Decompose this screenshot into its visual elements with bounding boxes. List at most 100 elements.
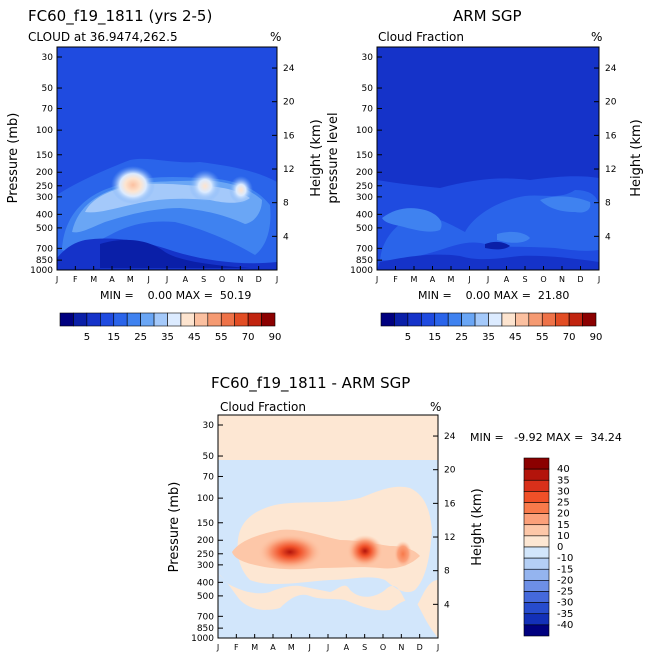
month-tick-label: J bbox=[55, 275, 58, 284]
y-axis-label-right: Height (km) bbox=[309, 119, 324, 196]
colorbar-label: 90 bbox=[590, 332, 603, 343]
colorbar-swatch bbox=[523, 546, 550, 559]
colorbar-label: 25 bbox=[455, 332, 468, 343]
height-tick-label: 8 bbox=[283, 199, 289, 209]
month-tick-label: S bbox=[362, 643, 367, 652]
colorbar-swatch bbox=[523, 468, 550, 481]
pressure-tick-label: 1000 bbox=[30, 266, 53, 276]
month-tick-label: O bbox=[540, 275, 546, 284]
month-tick-label: F bbox=[234, 643, 239, 652]
pressure-tick-label: 300 bbox=[356, 193, 373, 203]
month-tick-label: M bbox=[288, 643, 295, 652]
month-tick-label: J bbox=[375, 275, 378, 284]
month-tick-label: A bbox=[504, 275, 510, 284]
colorbar: 5 15 25 35 45 55 70 90 bbox=[59, 312, 281, 343]
colorbar-swatch bbox=[523, 524, 550, 537]
pressure-tick-label: 150 bbox=[356, 151, 373, 161]
pressure-tick-label: 500 bbox=[197, 592, 214, 602]
pressure-tick-label: 250 bbox=[36, 182, 53, 192]
field-contour-15a bbox=[382, 208, 442, 232]
colorbar-swatch bbox=[474, 312, 489, 327]
height-axis: 24 20 16 12 8 4 bbox=[433, 432, 456, 610]
height-tick-label: 16 bbox=[283, 131, 295, 141]
pressure-tick-label: 200 bbox=[36, 168, 53, 178]
colorbar-swatch bbox=[523, 491, 550, 503]
colorbar-swatch bbox=[113, 312, 128, 327]
stats-text: MIN = 0.00 MAX = 21.80 bbox=[418, 289, 569, 302]
stats-text: MIN = -9.92 MAX = 34.24 bbox=[470, 431, 622, 444]
colorbar-swatch bbox=[501, 312, 516, 327]
month-tick-label: M bbox=[448, 275, 455, 284]
colorbar-swatch bbox=[523, 568, 550, 581]
colorbar-label: -10 bbox=[557, 553, 573, 564]
month-tick-label: A bbox=[430, 275, 436, 284]
colorbar-swatch bbox=[180, 312, 195, 327]
colorbar-swatch bbox=[528, 312, 543, 327]
colorbar: 5 15 25 35 45 55 70 90 bbox=[380, 312, 603, 343]
colorbar-label: 70 bbox=[242, 332, 255, 343]
month-tick-label: D bbox=[417, 643, 423, 652]
colorbar-label: 55 bbox=[536, 332, 549, 343]
month-tick-label: D bbox=[577, 275, 583, 284]
height-tick-label: 24 bbox=[283, 64, 295, 74]
colorbar-swatch bbox=[523, 580, 550, 592]
height-tick-label: 8 bbox=[605, 199, 611, 209]
colorbar-label: 5 bbox=[84, 332, 90, 343]
panel-model-unit: % bbox=[270, 30, 281, 44]
month-tick-label: J bbox=[307, 643, 310, 652]
month-tick-label: S bbox=[522, 275, 527, 284]
field-peak-sep bbox=[189, 170, 221, 202]
stats-text: MIN = 0.00 MAX = 50.19 bbox=[100, 289, 251, 302]
month-tick-label: J bbox=[486, 275, 489, 284]
colorbar-swatch bbox=[126, 312, 141, 327]
month-tick-label: N bbox=[559, 275, 565, 284]
month-tick-label: N bbox=[237, 275, 243, 284]
y-axis-label: Pressure (mb) bbox=[167, 482, 182, 573]
panel-obs-unit: % bbox=[591, 30, 602, 44]
colorbar-swatch bbox=[523, 591, 550, 603]
colorbar-swatch bbox=[523, 602, 550, 615]
month-tick-label: S bbox=[201, 275, 206, 284]
colorbar-swatch bbox=[86, 312, 101, 327]
pressure-tick-label: 400 bbox=[356, 210, 373, 220]
colorbar-label: 25 bbox=[134, 332, 147, 343]
colorbar-swatch bbox=[153, 312, 168, 327]
colorbar-label: 40 bbox=[557, 464, 570, 475]
pressure-tick-label: 500 bbox=[36, 224, 53, 234]
colorbar-label: -20 bbox=[557, 575, 573, 586]
pressure-tick-label: 200 bbox=[356, 168, 373, 178]
colorbar-swatch bbox=[247, 312, 262, 327]
y-axis-label: Pressure (mb) bbox=[6, 113, 21, 204]
height-tick-label: 4 bbox=[444, 600, 450, 610]
field-contour-15c bbox=[497, 231, 530, 243]
pressure-tick-label: 300 bbox=[197, 561, 214, 571]
colorbar-swatch bbox=[555, 312, 570, 327]
month-tick-label: M bbox=[127, 275, 134, 284]
panel-obs-title: ARM SGP bbox=[453, 7, 522, 25]
colorbar-label: 30 bbox=[557, 486, 570, 497]
month-tick-label: F bbox=[393, 275, 398, 284]
colorbar-swatch bbox=[582, 312, 597, 327]
field-peak-may bbox=[111, 166, 155, 204]
height-tick-label: 16 bbox=[444, 499, 456, 509]
month-tick-label: O bbox=[380, 643, 386, 652]
pressure-tick-label: 850 bbox=[36, 256, 53, 266]
panel-diff: FC60_f19_1811 - ARM SGP Cloud Fraction %… bbox=[167, 374, 622, 652]
colorbar-label: -25 bbox=[557, 587, 573, 598]
pressure-tick-label: 100 bbox=[36, 126, 53, 136]
colorbar-swatch bbox=[515, 312, 530, 327]
month-tick-label: M bbox=[251, 643, 258, 652]
height-tick-label: 16 bbox=[605, 131, 617, 141]
pressure-tick-label: 50 bbox=[42, 84, 54, 94]
panel-obs: ARM SGP Cloud Fraction % 30 50 70 100 150 200… bbox=[326, 7, 644, 343]
colorbar-swatch bbox=[194, 312, 209, 327]
colorbar-swatch bbox=[488, 312, 503, 327]
colorbar-swatch bbox=[447, 312, 462, 327]
colorbar-swatch bbox=[100, 312, 115, 327]
colorbar-swatch bbox=[523, 613, 550, 626]
panel-obs-subtitle: Cloud Fraction bbox=[378, 30, 464, 44]
colorbar-swatch bbox=[261, 312, 276, 327]
pressure-tick-label: 70 bbox=[42, 104, 54, 114]
pressure-tick-label: 30 bbox=[362, 53, 374, 63]
